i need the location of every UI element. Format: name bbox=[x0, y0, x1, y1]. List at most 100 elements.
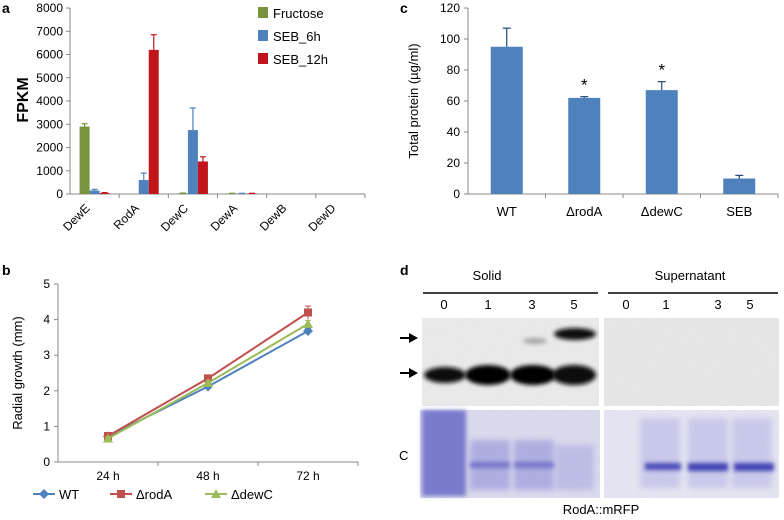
blot-band-lane1 bbox=[465, 365, 511, 385]
panel-label-c: c bbox=[400, 0, 408, 16]
y-tick-label: 3 bbox=[43, 348, 50, 362]
bar-seb-6h-dewe bbox=[89, 190, 100, 194]
x-tick-label: 48 h bbox=[196, 469, 219, 483]
bar-seb-12h-roda bbox=[148, 49, 159, 194]
legend-label: ΔdewC bbox=[231, 487, 273, 502]
chart-c-ylabel: Total protein (µg/ml) bbox=[406, 43, 421, 158]
y-tick-label: 60 bbox=[447, 94, 461, 108]
blot-upper-band-lane5 bbox=[554, 328, 596, 340]
lane-label-solid: 3 bbox=[528, 297, 535, 312]
legend-label: SEB_12h bbox=[273, 52, 328, 67]
y-tick-label: 5000 bbox=[36, 71, 63, 85]
data-point bbox=[303, 318, 313, 328]
significance-marker: * bbox=[581, 76, 588, 95]
y-tick-label: 0 bbox=[453, 187, 460, 201]
y-tick-label: 1 bbox=[43, 419, 50, 433]
bar-3 bbox=[723, 178, 756, 194]
chart-a-fpkm: FPKM 0 1000 2000 3000 4000 5000 6000 7000 8000 De… bbox=[15, 1, 366, 234]
lane-label-supernatant: 3 bbox=[714, 297, 721, 312]
data-point bbox=[304, 308, 312, 317]
x-tick-label: ΔdewC bbox=[641, 204, 683, 219]
coomassie-label: C bbox=[399, 448, 408, 463]
bar-0 bbox=[490, 46, 523, 194]
panel-label-b: b bbox=[2, 262, 11, 278]
x-tick-label: RodA bbox=[111, 201, 142, 232]
blot-band-lane3 bbox=[510, 365, 556, 385]
y-tick-label: 4000 bbox=[36, 94, 63, 108]
legend-marker bbox=[117, 490, 125, 498]
data-point bbox=[303, 325, 313, 336]
lane-label-solid: 1 bbox=[484, 297, 491, 312]
bar-seb-6h-roda bbox=[138, 180, 149, 194]
y-tick-label: 120 bbox=[440, 1, 460, 15]
blot-group-solid: Solid bbox=[473, 268, 502, 283]
x-tick-label: DewC bbox=[158, 201, 191, 234]
coomassie-band bbox=[645, 463, 681, 470]
chart-b-ylabel: Radial growth (mm) bbox=[10, 316, 25, 429]
lane-label-solid: 5 bbox=[570, 297, 577, 312]
blot-group-supernatant: Supernatant bbox=[655, 268, 726, 283]
y-tick-label: 4 bbox=[43, 313, 50, 327]
series-line-1 bbox=[107, 311, 309, 437]
legend-label: SEB_6h bbox=[273, 29, 321, 44]
bar-1 bbox=[568, 97, 601, 194]
y-tick-label: 2000 bbox=[36, 141, 63, 155]
coomassie-band bbox=[688, 463, 728, 471]
lane-label-supernatant: 5 bbox=[746, 297, 753, 312]
x-tick-label: DewD bbox=[306, 201, 339, 234]
x-tick-label: WT bbox=[497, 204, 517, 219]
bar-2 bbox=[645, 90, 678, 194]
chart-c-total-protein: Total protein (µg/ml) 0 20 40 60 80 100 120 WT Δ… bbox=[406, 1, 779, 219]
legend-label: ΔrodA bbox=[136, 487, 172, 502]
legend-swatch bbox=[258, 53, 268, 64]
bar-seb-6h-dewc bbox=[187, 130, 198, 194]
panel-label-a: a bbox=[2, 0, 10, 16]
y-tick-label: 6000 bbox=[36, 48, 63, 62]
blot-band-lane5 bbox=[552, 365, 596, 385]
y-tick-label: 7000 bbox=[36, 24, 63, 38]
y-tick-label: 100 bbox=[440, 32, 460, 46]
y-tick-label: 40 bbox=[447, 125, 461, 139]
legend-marker bbox=[211, 489, 221, 498]
lane-label-supernatant: 0 bbox=[622, 297, 629, 312]
x-tick-label: 72 h bbox=[296, 469, 319, 483]
x-tick-label: SEB bbox=[726, 204, 752, 219]
blot-band-lane0 bbox=[424, 367, 466, 383]
y-tick-label: 80 bbox=[447, 63, 461, 77]
data-point bbox=[203, 377, 213, 387]
arrow-icon bbox=[400, 368, 418, 378]
y-tick-label: 2 bbox=[43, 384, 50, 398]
x-tick-label: DewE bbox=[60, 201, 93, 234]
x-tick-label: 24 h bbox=[96, 469, 119, 483]
legend-label: Fructose bbox=[273, 6, 324, 21]
y-tick-label: 3000 bbox=[36, 117, 63, 131]
bar-seb-12h-dewc bbox=[197, 161, 208, 194]
lane-label-supernatant: 1 bbox=[662, 297, 669, 312]
x-tick-label: DewB bbox=[257, 201, 290, 234]
coomassie-band bbox=[734, 463, 774, 471]
y-tick-label: 0 bbox=[43, 455, 50, 469]
data-point bbox=[103, 433, 113, 443]
chart-b-radial-growth: Radial growth (mm) 0 1 2 3 4 5 24 h 48 h 72 h WT Δ… bbox=[10, 277, 359, 502]
y-tick-label: 1000 bbox=[36, 164, 63, 178]
legend-swatch bbox=[258, 7, 268, 18]
blot-caption: RodA::mRFP bbox=[563, 502, 640, 517]
panel-label-d: d bbox=[400, 262, 409, 278]
x-tick-label: ΔrodA bbox=[566, 204, 602, 219]
bar-seb-12h-dewe bbox=[99, 193, 110, 194]
y-tick-label: 20 bbox=[447, 156, 461, 170]
lane-label-solid: 0 bbox=[440, 297, 447, 312]
chart-a-ylabel: FPKM bbox=[15, 77, 32, 122]
y-tick-label: 0 bbox=[56, 187, 63, 201]
legend-label: WT bbox=[59, 487, 79, 502]
y-tick-label: 5 bbox=[43, 277, 50, 291]
western-blot-panel: Solid Supernatant 0 1 3 5 0 1 3 5 bbox=[399, 268, 779, 517]
arrow-icon bbox=[400, 333, 418, 343]
legend-swatch bbox=[258, 30, 268, 41]
significance-marker: * bbox=[658, 61, 665, 80]
x-tick-label: DewA bbox=[208, 201, 241, 234]
bar-fructose-dewe bbox=[79, 126, 90, 194]
legend-marker bbox=[39, 489, 49, 499]
y-tick-label: 8000 bbox=[36, 1, 63, 15]
